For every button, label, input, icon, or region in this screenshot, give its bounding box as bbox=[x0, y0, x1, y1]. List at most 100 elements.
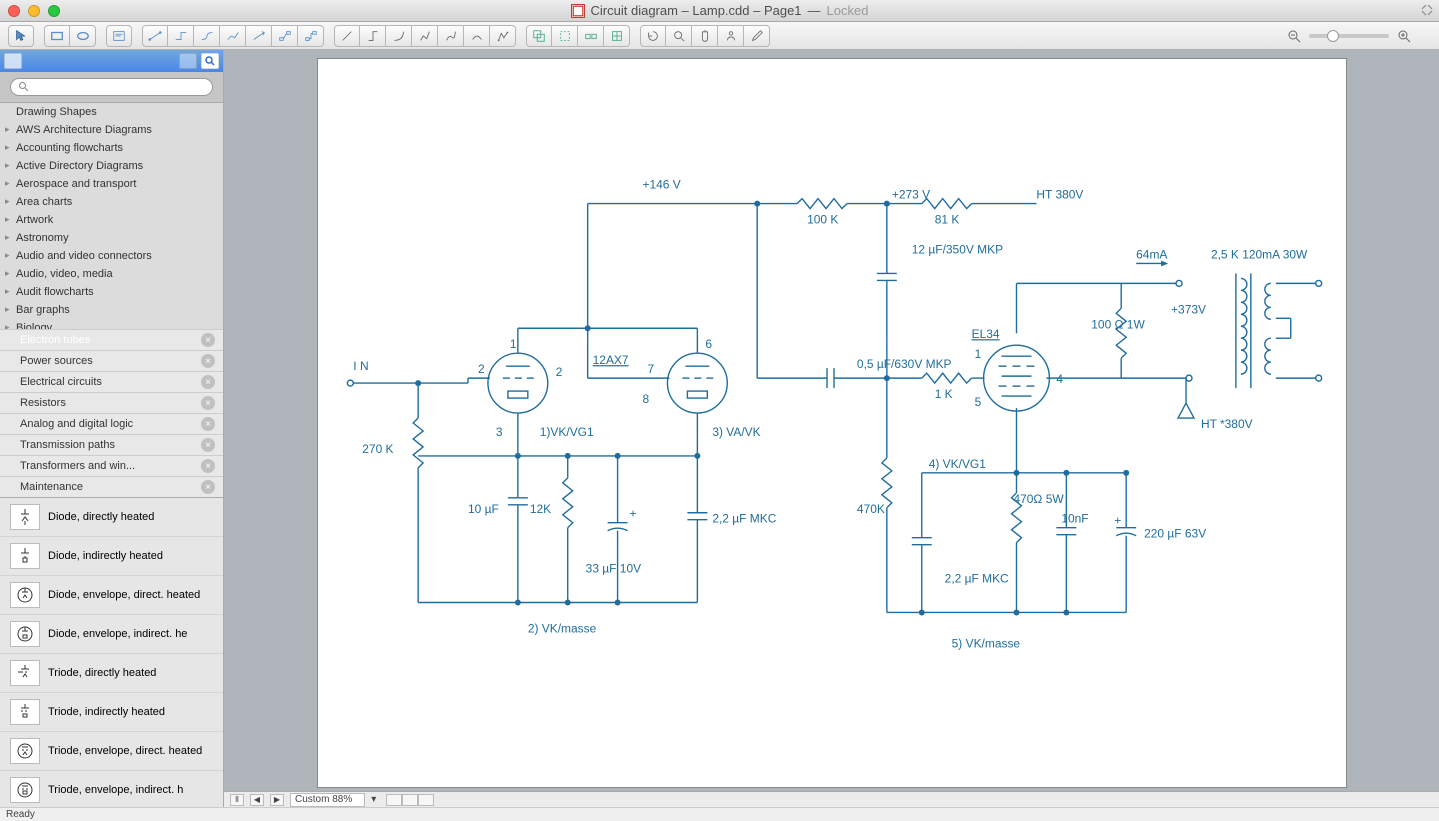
line-tool-5[interactable] bbox=[438, 25, 464, 47]
ellipse-tool[interactable] bbox=[70, 25, 96, 47]
view-modes bbox=[386, 794, 434, 806]
line-tool-7[interactable] bbox=[490, 25, 516, 47]
grid-view-icon[interactable] bbox=[179, 53, 197, 69]
expand-icon[interactable] bbox=[1421, 4, 1433, 16]
zoom-track[interactable] bbox=[1309, 34, 1389, 38]
close-category-icon[interactable]: × bbox=[201, 396, 215, 410]
connector-tool-1[interactable] bbox=[142, 25, 168, 47]
sub-category-item[interactable]: Analog and digital logic × bbox=[0, 413, 223, 434]
pointer-tool[interactable] bbox=[8, 25, 34, 47]
line-tool-3[interactable] bbox=[386, 25, 412, 47]
sub-category-label: Analog and digital logic bbox=[20, 418, 133, 430]
palette-item[interactable]: Diode, indirectly heated bbox=[0, 537, 223, 576]
eyedropper-tool[interactable] bbox=[744, 25, 770, 47]
canvas-scroll[interactable]: +146 V 100 K +273 V 81 K HT 380V bbox=[224, 50, 1439, 791]
palette-item[interactable]: Diode, envelope, direct. heated bbox=[0, 576, 223, 615]
text-tool[interactable] bbox=[106, 25, 132, 47]
svg-text:2,2 µF MKC: 2,2 µF MKC bbox=[712, 512, 776, 526]
category-item[interactable]: Aerospace and transport bbox=[0, 175, 223, 193]
close-category-icon[interactable]: × bbox=[201, 438, 215, 452]
group-tool-3[interactable] bbox=[578, 25, 604, 47]
group-tool-1[interactable] bbox=[526, 25, 552, 47]
category-item[interactable]: Artwork bbox=[0, 211, 223, 229]
palette-item[interactable]: Triode, envelope, indirect. h bbox=[0, 771, 223, 807]
palette-label: Diode, directly heated bbox=[48, 511, 154, 523]
category-item[interactable]: Audio and video connectors bbox=[0, 247, 223, 265]
shape-thumb bbox=[10, 738, 40, 764]
connector-tool-6[interactable] bbox=[272, 25, 298, 47]
palette-item[interactable]: Diode, directly heated bbox=[0, 498, 223, 537]
sub-category-item[interactable]: Resistors× bbox=[0, 392, 223, 413]
category-item[interactable]: Bar graphs bbox=[0, 301, 223, 319]
zoom-stepper-icon[interactable]: ▾ bbox=[371, 794, 376, 805]
svg-text:470Ω 5W: 470Ω 5W bbox=[1013, 492, 1064, 506]
line-tool-2[interactable] bbox=[360, 25, 386, 47]
zoom-tool[interactable] bbox=[666, 25, 692, 47]
close-window-button[interactable] bbox=[8, 5, 20, 17]
person-tool[interactable] bbox=[718, 25, 744, 47]
zoom-window-button[interactable] bbox=[48, 5, 60, 17]
page[interactable]: +146 V 100 K +273 V 81 K HT 380V bbox=[317, 58, 1347, 788]
svg-text:2: 2 bbox=[477, 362, 484, 376]
group-tool-2[interactable] bbox=[552, 25, 578, 47]
category-item[interactable]: Biology bbox=[0, 319, 223, 329]
sub-category-label: Power sources bbox=[20, 355, 93, 367]
prev-page-button[interactable]: ◀ bbox=[250, 794, 264, 806]
search-tab-icon[interactable] bbox=[201, 53, 219, 69]
palette-item[interactable]: Triode, envelope, direct. heated bbox=[0, 732, 223, 771]
category-item[interactable]: Audit flowcharts bbox=[0, 283, 223, 301]
connector-tool-7[interactable] bbox=[298, 25, 324, 47]
view-tool-1[interactable] bbox=[640, 25, 666, 47]
line-tool-6[interactable] bbox=[464, 25, 490, 47]
zoom-thumb[interactable] bbox=[1327, 30, 1339, 42]
connector-tool-3[interactable] bbox=[194, 25, 220, 47]
zoom-select[interactable]: Custom 88% bbox=[290, 793, 365, 807]
category-item[interactable]: Astronomy bbox=[0, 229, 223, 247]
palette-item[interactable]: Diode, envelope, indirect. he bbox=[0, 615, 223, 654]
connector-tool-2[interactable] bbox=[168, 25, 194, 47]
line-tool-4[interactable] bbox=[412, 25, 438, 47]
svg-text:64mA: 64mA bbox=[1136, 247, 1167, 261]
svg-text:470K: 470K bbox=[856, 502, 884, 516]
category-item[interactable]: Accounting flowcharts bbox=[0, 139, 223, 157]
svg-text:HT 380V: HT 380V bbox=[1036, 188, 1083, 202]
search-input[interactable] bbox=[10, 78, 213, 96]
sub-category-item[interactable]: Transmission paths× bbox=[0, 434, 223, 455]
rect-tool[interactable] bbox=[44, 25, 70, 47]
palette-item[interactable]: Triode, directly heated bbox=[0, 654, 223, 693]
sub-category-item[interactable]: Electrical circuits× bbox=[0, 371, 223, 392]
close-category-icon[interactable]: × bbox=[201, 417, 215, 431]
scroll-handle[interactable]: ⦀ bbox=[230, 794, 244, 806]
sub-category-item[interactable]: Power sources × bbox=[0, 350, 223, 371]
view-mode-2[interactable] bbox=[402, 794, 418, 806]
close-category-icon[interactable]: × bbox=[201, 333, 215, 347]
connector-tool-4[interactable] bbox=[220, 25, 246, 47]
svg-text:2,2 µF MKC: 2,2 µF MKC bbox=[944, 572, 1008, 586]
category-item[interactable]: Audio, video, media bbox=[0, 265, 223, 283]
zoom-out-icon[interactable] bbox=[1287, 29, 1301, 43]
sub-category-item[interactable]: Electron tubes× bbox=[0, 329, 223, 350]
view-mode-3[interactable] bbox=[418, 794, 434, 806]
next-page-button[interactable]: ▶ bbox=[270, 794, 284, 806]
close-category-icon[interactable]: × bbox=[201, 480, 215, 494]
close-category-icon[interactable]: × bbox=[201, 459, 215, 473]
pan-tool[interactable] bbox=[692, 25, 718, 47]
view-mode-1[interactable] bbox=[386, 794, 402, 806]
sub-category-item[interactable]: Maintenance× bbox=[0, 476, 223, 497]
category-item[interactable]: AWS Architecture Diagrams bbox=[0, 121, 223, 139]
library-tab-icon[interactable] bbox=[4, 53, 22, 69]
minimize-window-button[interactable] bbox=[28, 5, 40, 17]
zoom-in-icon[interactable] bbox=[1397, 29, 1411, 43]
group-tool-4[interactable] bbox=[604, 25, 630, 47]
sub-category-item[interactable]: Transformers and win...× bbox=[0, 455, 223, 476]
close-category-icon[interactable]: × bbox=[201, 354, 215, 368]
palette-item[interactable]: Triode, indirectly heated bbox=[0, 693, 223, 732]
status-text: Ready bbox=[6, 809, 35, 820]
category-item[interactable]: Active Directory Diagrams bbox=[0, 157, 223, 175]
svg-text:100 K: 100 K bbox=[807, 213, 838, 227]
close-category-icon[interactable]: × bbox=[201, 375, 215, 389]
line-tool-1[interactable] bbox=[334, 25, 360, 47]
connector-tool-5[interactable] bbox=[246, 25, 272, 47]
category-item[interactable]: Drawing Shapes bbox=[0, 103, 223, 121]
category-item[interactable]: Area charts bbox=[0, 193, 223, 211]
